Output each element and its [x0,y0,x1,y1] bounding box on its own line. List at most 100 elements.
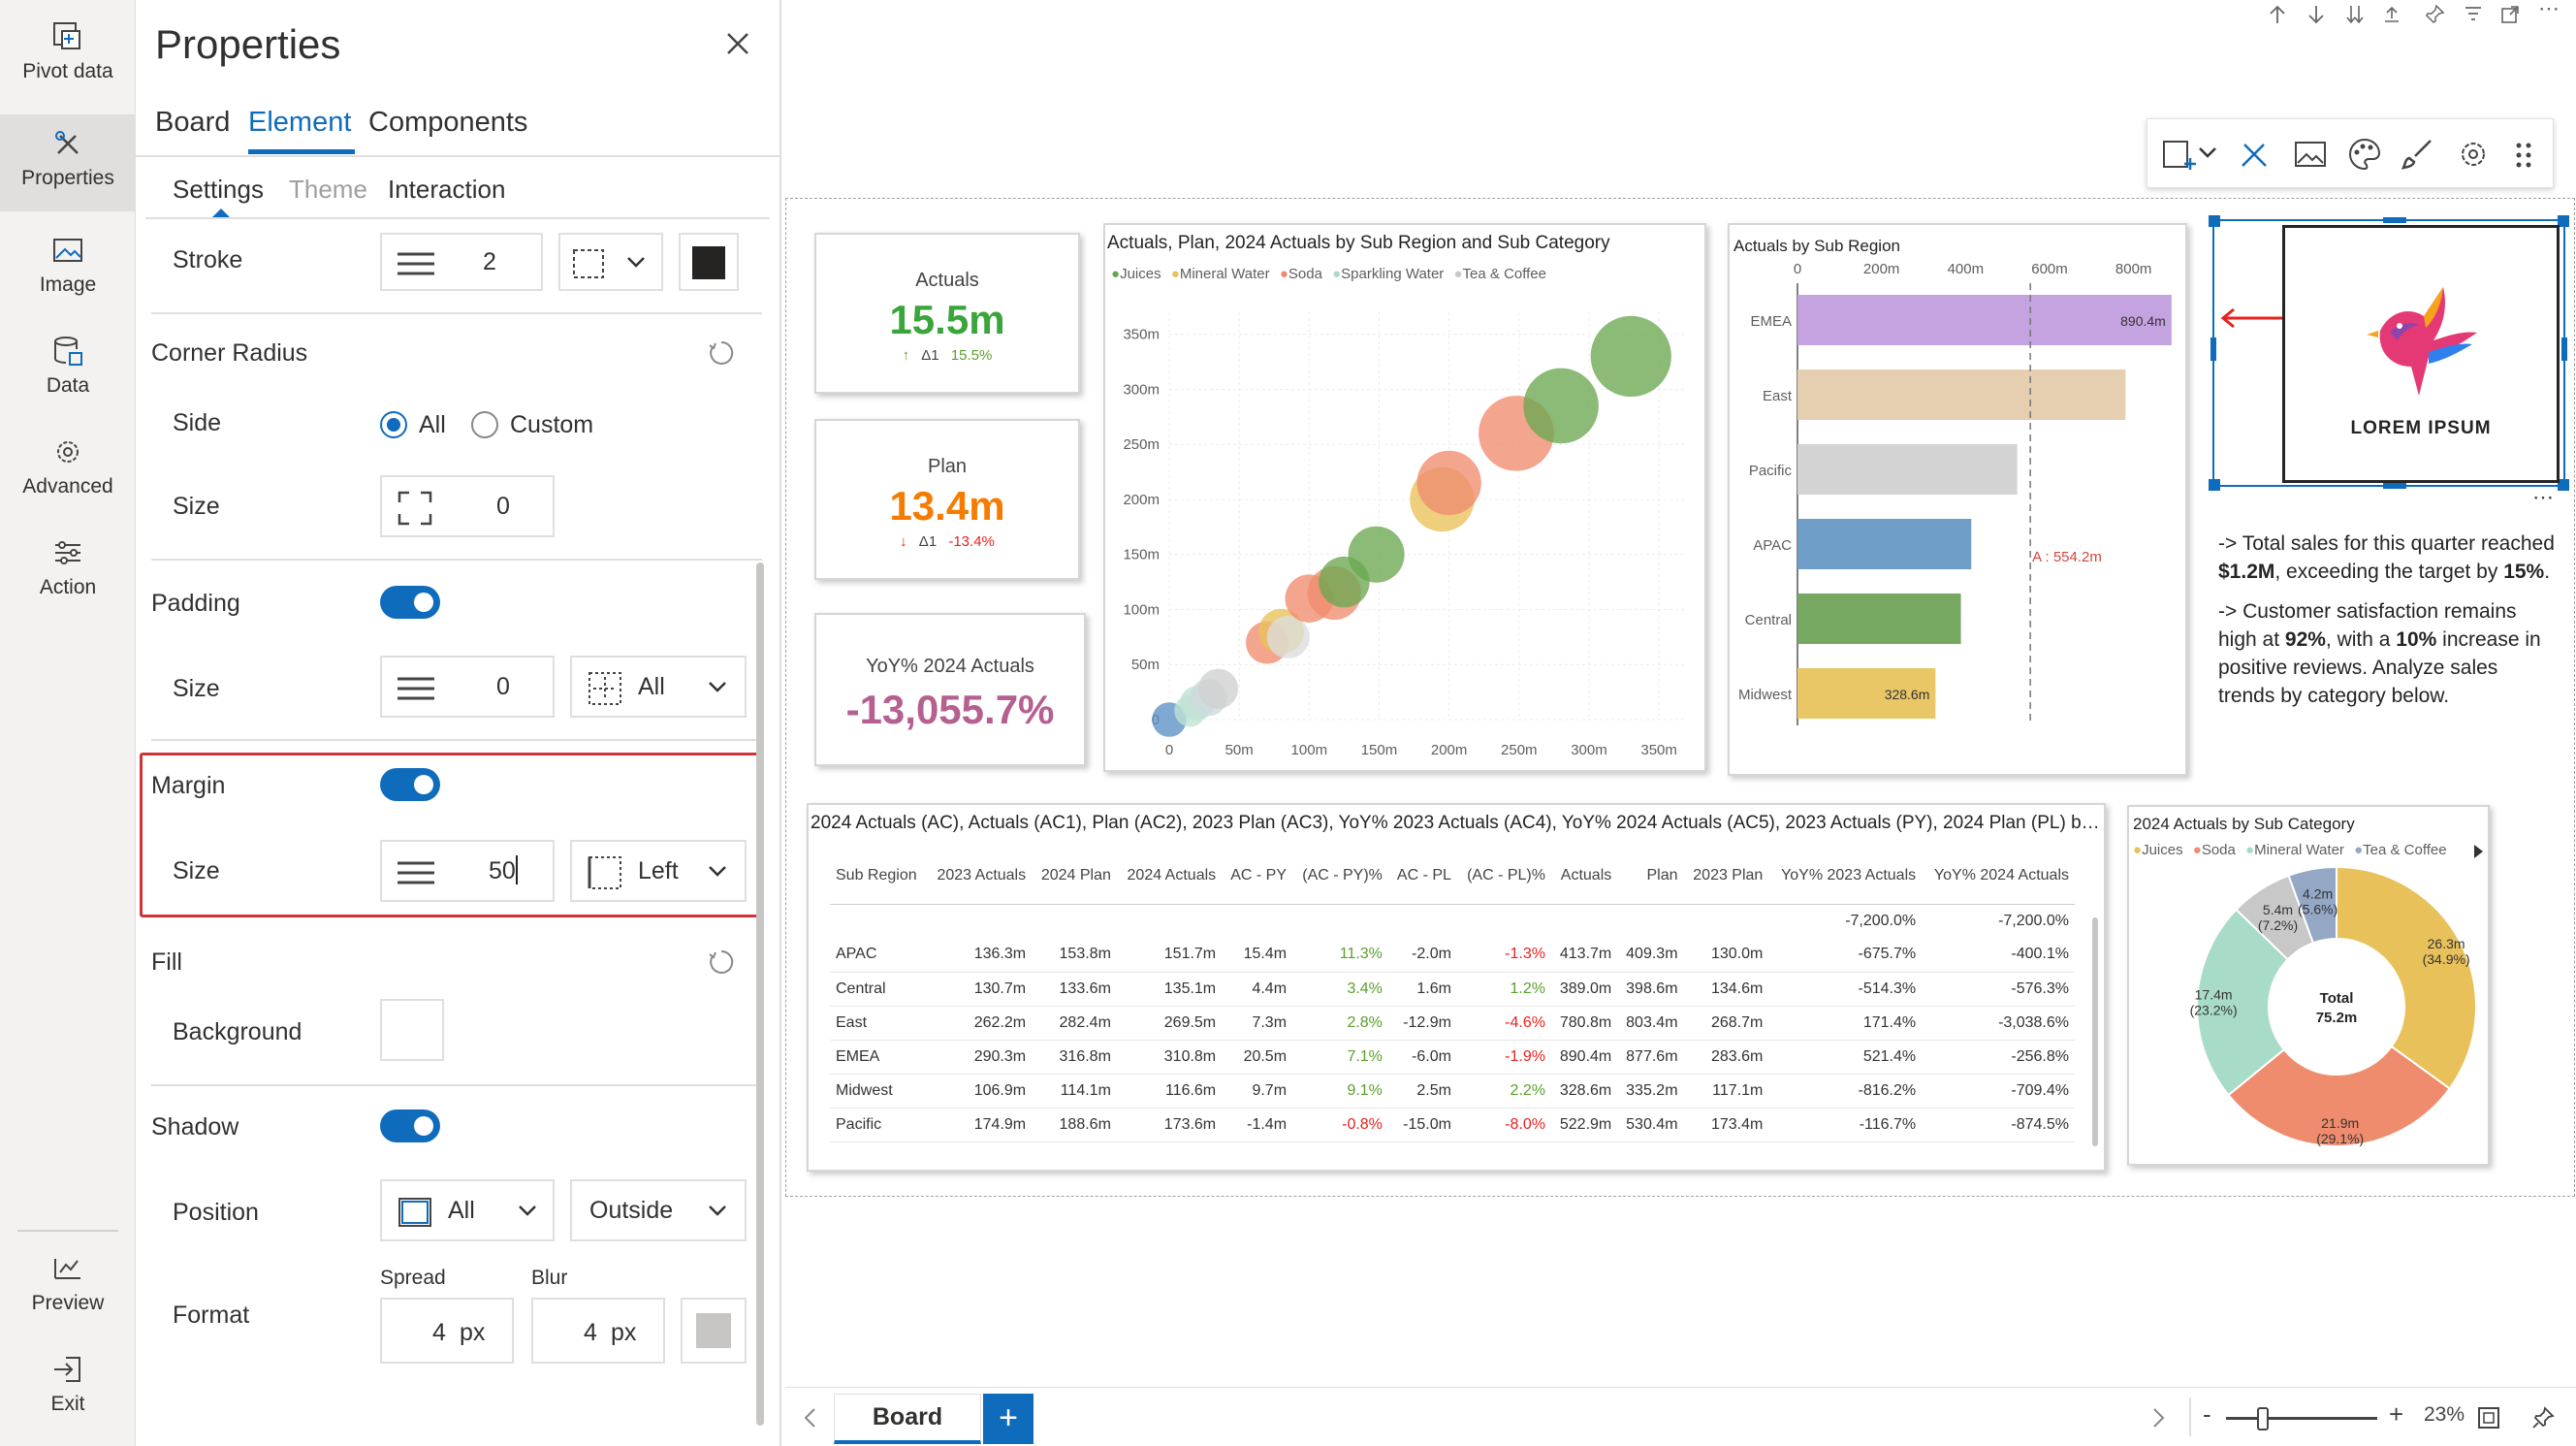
tab-element[interactable]: Element [248,107,352,138]
padding-toggle[interactable] [380,586,440,619]
column-header[interactable]: Actuals [1550,848,1618,905]
image-selection-frame[interactable]: LOREM IPSUM [2209,215,2569,491]
drag-handle-icon[interactable] [2514,141,2533,170]
rail-data[interactable]: Data [0,334,136,431]
resize-handle[interactable] [2210,337,2216,361]
chevron-right-icon[interactable] [2152,1407,2166,1429]
kpi-card-plan[interactable]: Plan 13.4m ↓ Δ1 -13.4% [814,419,1080,580]
settings-gear-icon[interactable] [2456,137,2491,172]
chevron-left-icon[interactable] [803,1407,816,1429]
drill-up-icon[interactable] [2381,4,2402,25]
format-brush-icon[interactable] [2401,137,2436,172]
add-element-icon[interactable] [2161,137,2196,172]
stroke-style-dropdown[interactable] [558,233,663,291]
tab-board-page[interactable]: Board [834,1394,981,1444]
resize-handle[interactable] [2561,337,2567,361]
rail-properties[interactable]: Properties [0,114,136,211]
close-icon[interactable] [725,31,750,56]
legend-next-icon[interactable] [2472,844,2484,859]
scatter-chart-card[interactable]: Actuals, Plan, 2024 Actuals by Sub Regio… [1103,223,1706,772]
column-header[interactable]: 2023 Plan [1683,848,1769,905]
padding-side-dropdown[interactable]: All [570,656,747,718]
kpi-card-yoy[interactable]: YoY% 2024 Actuals -13,055.7% [814,613,1086,766]
shadow-mode-dropdown[interactable]: Outside [570,1179,747,1241]
column-header[interactable]: Plan [1617,848,1684,905]
blur-input[interactable]: 4 px [531,1298,665,1364]
double-arrow-down-icon[interactable] [2344,4,2366,25]
kpi-card-actuals[interactable]: Actuals 15.5m ↑ Δ1 15.5% [814,233,1080,394]
arrow-down-icon[interactable] [2306,4,2327,25]
stroke-color-picker[interactable] [679,233,739,291]
column-header[interactable]: 2024 Plan [1032,848,1117,905]
zoom-out-button[interactable]: - [2203,1399,2211,1429]
background-color-picker[interactable] [380,999,444,1061]
table-row[interactable]: EMEA 290.3m 316.8m 310.8m 20.5m 7.1% -6.0m -1.9… [830,1040,2075,1075]
table-row[interactable]: Midwest 106.9m 114.1m 116.6m 9.7m 9.1% 2.5m 2.2… [830,1074,2075,1109]
bar-chart-card[interactable]: Actuals by Sub Region 0 200m 400m 600m 800m E… [1728,223,2187,776]
rail-pivot-data[interactable]: Pivot data [0,19,136,116]
table-scrollbar[interactable] [2092,917,2098,1146]
image-icon[interactable] [2293,137,2328,172]
resize-handle[interactable] [2558,479,2569,491]
rail-action[interactable]: Action [0,535,136,632]
palette-icon[interactable] [2347,137,2382,172]
column-header[interactable]: AC - PL [1387,848,1457,905]
more-options-icon[interactable]: ⋯ [2532,485,2554,509]
resize-handle[interactable] [2383,483,2406,489]
pin-icon[interactable] [2424,4,2445,25]
radio-all[interactable] [380,411,407,438]
spread-input[interactable]: 4 px [380,1298,514,1364]
corner-size-input[interactable]: 0 [380,475,555,537]
filter-icon[interactable] [2463,4,2484,25]
more-options-icon[interactable]: ⋯ [2538,0,2560,20]
padding-size-input[interactable]: 0 [380,656,555,718]
resize-handle[interactable] [2209,215,2220,227]
table-row[interactable]: Central 130.7m 133.6m 135.1m 4.4m 3.4% 1.6m 1.2… [830,972,2075,1007]
column-header[interactable]: (AC - PL)% [1456,848,1551,905]
shadow-color-picker[interactable] [681,1298,747,1364]
add-page-button[interactable]: + [983,1394,1034,1444]
resize-handle[interactable] [2558,215,2569,227]
focus-mode-icon[interactable] [2499,4,2521,25]
rail-advanced[interactable]: Advanced [0,434,136,531]
zoom-slider-thumb[interactable] [2257,1407,2269,1430]
chevron-down-icon[interactable] [2198,146,2217,160]
margin-side-dropdown[interactable]: Left [570,840,747,902]
resize-handle[interactable] [2383,217,2406,223]
subtab-settings[interactable]: Settings [173,175,264,204]
column-header[interactable]: (AC - PY)% [1292,848,1388,905]
margin-size-input[interactable]: 50 [380,840,555,902]
unpin-icon[interactable] [2530,1405,2556,1430]
rail-image[interactable]: Image [0,233,136,330]
table-row[interactable]: -7,200.0% -7,200.0% [830,904,2075,938]
rail-exit[interactable]: Exit [0,1352,136,1446]
arrow-up-icon[interactable] [2267,4,2288,25]
table-card[interactable]: 2024 Actuals (AC), Actuals (AC1), Plan (… [807,803,2106,1172]
donut-chart-card[interactable]: 2024 Actuals by Sub Category ●Juices ●So… [2127,805,2490,1166]
margin-toggle[interactable] [380,768,440,801]
subtab-interaction[interactable]: Interaction [388,175,506,204]
rail-preview[interactable]: Preview [0,1251,136,1348]
zoom-in-button[interactable]: + [2389,1399,2404,1429]
column-header[interactable]: YoY% 2023 Actuals [1768,848,1923,905]
stroke-width-input[interactable]: 2 [380,233,543,291]
panel-scrollbar[interactable] [756,562,764,1426]
column-header[interactable]: 2024 Actuals [1116,848,1223,905]
fit-page-icon[interactable] [2476,1405,2501,1430]
column-header[interactable]: YoY% 2024 Actuals [1922,848,2075,905]
reset-icon[interactable] [708,948,735,976]
table-row[interactable]: APAC 136.3m 153.8m 151.7m 15.4m 11.3% -2.0m -1.… [830,938,2075,973]
column-header[interactable]: 2023 Actuals [926,848,1033,905]
shadow-position-dropdown[interactable]: All [380,1179,555,1241]
resize-handle[interactable] [2209,479,2220,491]
radio-custom[interactable] [471,411,498,438]
reset-icon[interactable] [708,339,735,367]
column-header[interactable]: AC - PY [1222,848,1293,905]
table-row[interactable]: Pacific 174.9m 188.6m 173.6m -1.4m -0.8% -15.0… [830,1108,2075,1142]
subtab-theme[interactable]: Theme [289,175,367,204]
zoom-slider-track[interactable] [2226,1417,2377,1420]
tools-icon[interactable] [2237,137,2272,172]
tab-components[interactable]: Components [368,107,528,138]
tab-board[interactable]: Board [155,107,231,138]
column-header[interactable]: Sub Region [830,848,927,905]
